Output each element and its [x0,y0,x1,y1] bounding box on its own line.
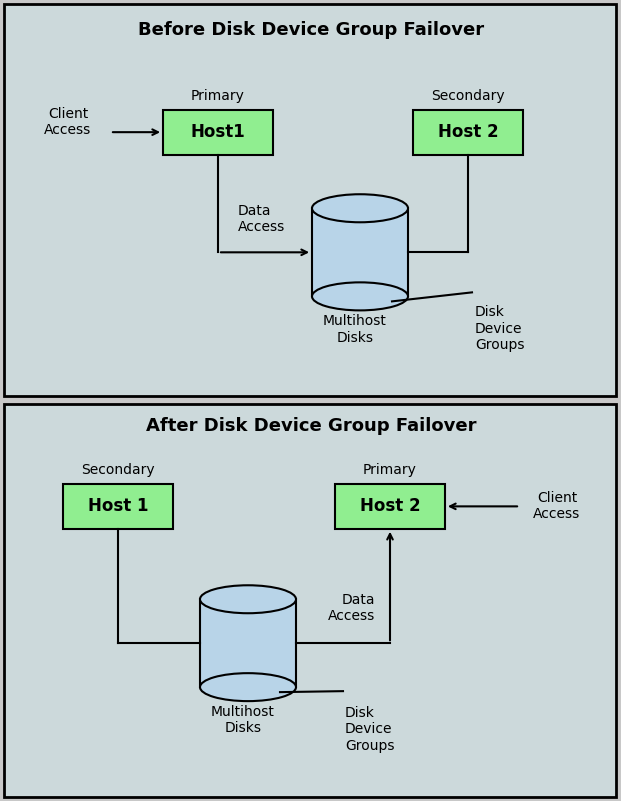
Text: Secondary: Secondary [81,463,155,477]
Text: Data
Access: Data Access [238,204,285,234]
Ellipse shape [200,586,296,614]
Ellipse shape [312,282,408,311]
Ellipse shape [312,194,408,223]
Text: Client
Access: Client Access [44,107,92,137]
Text: Multihost
Disks: Multihost Disks [323,314,387,344]
Text: Primary: Primary [363,463,417,477]
Text: Host 1: Host 1 [88,497,148,515]
Text: Secondary: Secondary [431,89,505,103]
FancyBboxPatch shape [63,484,173,529]
Ellipse shape [200,673,296,701]
Text: Disk
Device
Groups: Disk Device Groups [475,305,525,352]
Text: Disk
Device
Groups: Disk Device Groups [345,706,394,752]
Bar [312,208,408,296]
Text: After Disk Device Group Failover: After Disk Device Group Failover [146,417,476,436]
Text: Host 2: Host 2 [360,497,420,515]
FancyBboxPatch shape [4,405,616,797]
FancyBboxPatch shape [163,110,273,155]
FancyBboxPatch shape [335,484,445,529]
Text: Host 2: Host 2 [438,123,498,141]
Text: Data
Access: Data Access [328,593,375,623]
Text: Primary: Primary [191,89,245,103]
Text: Client
Access: Client Access [533,491,581,521]
Text: Host1: Host1 [191,123,245,141]
FancyBboxPatch shape [413,110,523,155]
FancyBboxPatch shape [4,4,616,396]
Text: Multihost
Disks: Multihost Disks [211,705,275,735]
Text: Before Disk Device Group Failover: Before Disk Device Group Failover [138,21,484,39]
Bar [200,599,296,687]
